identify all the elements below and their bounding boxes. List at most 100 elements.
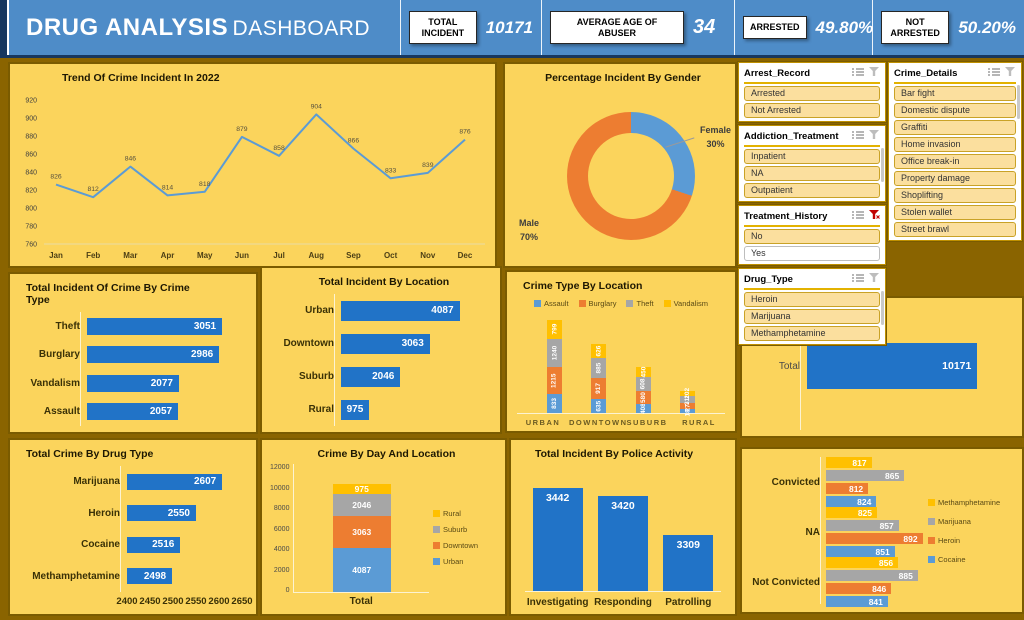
header: DRUG ANALYSIS DASHBOARD TOTAL INCIDENT 1…: [0, 0, 1024, 58]
legend-swatch: [433, 525, 440, 533]
multi-select-icon[interactable]: [852, 270, 864, 288]
multi-select-icon[interactable]: [852, 64, 864, 82]
group-label: Not Convicted: [752, 576, 820, 588]
slice-label-female: Female 30%: [699, 125, 731, 149]
slicer-item-marijuana[interactable]: Marijuana: [744, 309, 880, 324]
slicer-item-graffiti[interactable]: Graffiti: [894, 120, 1016, 135]
svg-text:Jul: Jul: [273, 251, 285, 260]
clear-filter-icon[interactable]: [1005, 64, 1016, 82]
bar-value-label: 846: [872, 583, 887, 594]
legend-item-theft: Theft: [626, 299, 654, 308]
bar-row: Downtown 3063: [268, 333, 486, 354]
clear-filter-icon[interactable]: [869, 127, 880, 145]
slicer-item-no[interactable]: No: [744, 229, 880, 244]
slice-label-male: Male 70%: [519, 218, 540, 242]
panel-drug-type-bars: Total Crime By Drug Type Marijuana 2607 He…: [8, 438, 258, 616]
dashboard-title: DRUG ANALYSIS DASHBOARD: [0, 14, 400, 42]
clear-filter-icon[interactable]: [869, 64, 880, 82]
multi-select-icon[interactable]: [852, 127, 864, 145]
legend-swatch: [626, 300, 634, 307]
conviction-clustered-bar-chart: Convicted 817 865 812 824 NA 825 857 892 851 Not C…: [742, 449, 1022, 612]
bar-assault: 2057: [87, 403, 179, 421]
plot-area: 4087 3063 2046 975: [293, 464, 429, 593]
segment-burglary: 1215: [546, 366, 562, 395]
bar-row: Burglary 2986: [16, 346, 242, 364]
svg-text:880: 880: [25, 134, 37, 141]
segment-burglary: 274: [680, 400, 696, 411]
slicer-item-office-break-in[interactable]: Office break-in: [894, 154, 1016, 169]
bar-value-label: 856: [878, 557, 894, 568]
slicer-item-property-damage[interactable]: Property damage: [894, 171, 1016, 186]
y-axis-line: [120, 466, 121, 592]
legend-label: Assault: [543, 299, 569, 308]
slicer-item-not-arrested[interactable]: Not Arrested: [744, 103, 880, 118]
slicer-item-stolen-wallet[interactable]: Stolen wallet: [894, 205, 1016, 220]
clear-filter-icon[interactable]: [869, 270, 880, 288]
column-investigating: 3442: [532, 488, 583, 591]
multi-select-icon[interactable]: [988, 64, 1000, 82]
category-label: Patrolling: [665, 597, 712, 608]
kpi-total-incident: TOTAL INCIDENT 10171: [400, 0, 541, 55]
slicer-title: Drug_Type: [744, 273, 793, 285]
bar-suburb: 2046: [341, 366, 401, 387]
chart-title: Trend Of Crime Incident In 2022: [62, 72, 220, 84]
slicer-treatment_history: Treatment_History No Yes: [737, 204, 887, 266]
svg-text:Jun: Jun: [235, 251, 249, 260]
slicer-item-arrested[interactable]: Arrested: [744, 86, 880, 101]
category-label: Heroin: [88, 507, 120, 519]
bar-methamphetamine: 825: [826, 507, 877, 518]
slicer-scrollbar[interactable]: [881, 148, 884, 182]
bar-value-label: 2046: [372, 371, 395, 382]
chart-title: Total Incident Of Crime By Crime Type: [26, 282, 190, 306]
slicer-scrollbar[interactable]: [1017, 85, 1020, 119]
category-label: Burglary: [38, 349, 80, 361]
multi-select-icon[interactable]: [852, 207, 864, 225]
svg-text:780: 780: [25, 224, 37, 231]
kpi-not-arrested: NOT ARRESTED 50.20%: [872, 0, 1024, 55]
slicer-item-heroin[interactable]: Heroin: [744, 292, 880, 307]
chart-title: Percentage Incident By Gender: [545, 72, 701, 84]
category-label: RURAL: [682, 418, 716, 427]
segment-burglary: 917: [591, 377, 607, 399]
category-label: Assault: [43, 406, 80, 418]
category-label: Suburb: [299, 371, 334, 382]
segment-assault: 833: [546, 394, 562, 413]
bar-value-label: 4087: [431, 305, 454, 316]
slicer-item-yes[interactable]: Yes: [744, 246, 880, 261]
slicer-item-na[interactable]: NA: [744, 166, 880, 181]
legend-item-heroin: Heroin: [928, 536, 1016, 545]
slicer-item-inpatient[interactable]: Inpatient: [744, 149, 880, 164]
chart-legend: Assault Burglary Theft Vandalism: [517, 296, 725, 311]
legend-swatch: [928, 498, 935, 506]
bar-value-label: 2607: [193, 476, 217, 488]
category-label: SUBURB: [626, 418, 668, 427]
svg-text:826: 826: [50, 174, 62, 181]
slicer-item-outpatient[interactable]: Outpatient: [744, 183, 880, 198]
plot-area: 3442 3420 3309: [525, 468, 721, 592]
bar-value-label: 975: [346, 404, 364, 415]
y-axis-line: [80, 312, 81, 426]
bar-value-label: 2498: [143, 570, 167, 582]
slicer-item-methamphetamine[interactable]: Methamphetamine: [744, 326, 880, 341]
category-label: Total: [778, 360, 800, 372]
bar-row: Urban 4087: [268, 300, 486, 321]
bar-value-label: 892: [903, 533, 918, 544]
slicer-item-home-invasion[interactable]: Home invasion: [894, 137, 1016, 152]
slicer-item-shoplifting[interactable]: Shoplifting: [894, 188, 1016, 203]
slicer-item-street-brawl[interactable]: Street brawl: [894, 222, 1016, 237]
slicer-item-domestic-dispute[interactable]: Domestic dispute: [894, 103, 1016, 118]
bar-row: Methamphetamine 2498: [16, 568, 242, 585]
clear-filter-icon[interactable]: [869, 207, 880, 225]
bar-value-label: 2057: [149, 406, 173, 418]
slicer-scrollbar[interactable]: [881, 291, 884, 325]
svg-text:904: 904: [311, 103, 323, 110]
stacked-column-suburb: 408 580 608 450: [635, 366, 651, 414]
x-axis-tick-label: 2650: [231, 596, 253, 607]
slicer-item-bar-fight[interactable]: Bar fight: [894, 86, 1016, 101]
bar-row: Heroin 2550: [16, 505, 242, 522]
x-axis-tick-label: 2600: [208, 596, 230, 607]
drug-type-bar-chart: Marijuana 2607 Heroin 2550 Cocaine 2516 Metham…: [10, 462, 256, 614]
plot-area: 833 1215 1240 799 635 917 885 626 408 580 608 450 18…: [517, 311, 725, 416]
legend-swatch: [578, 300, 586, 307]
category-label: Methamphetamine: [32, 570, 120, 582]
